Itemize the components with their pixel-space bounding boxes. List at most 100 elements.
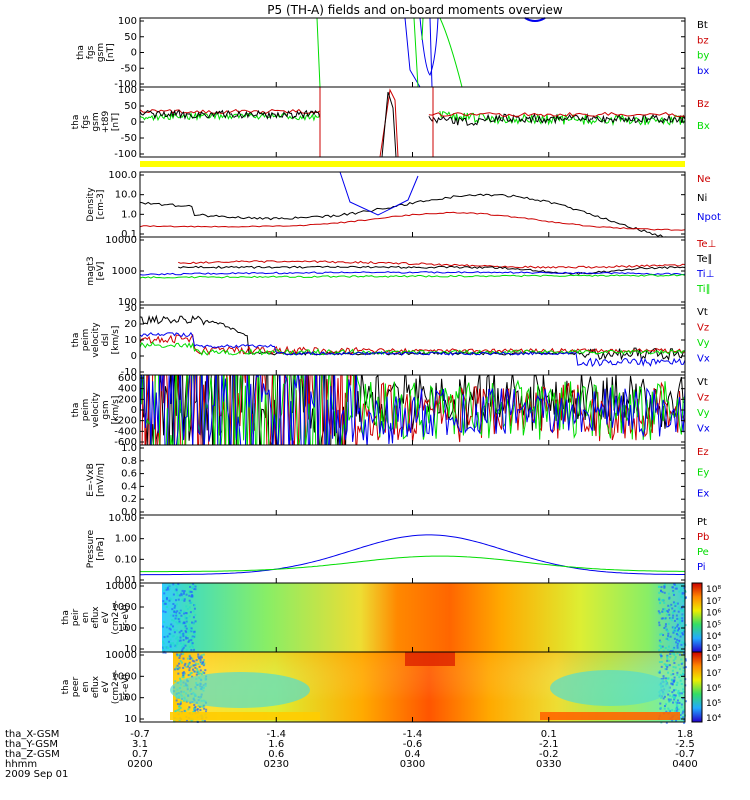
spectrogram-pixel bbox=[174, 612, 177, 615]
spectrogram-pixel bbox=[177, 638, 180, 641]
bx-trace bbox=[140, 111, 321, 122]
spectrogram-pixel bbox=[191, 657, 194, 660]
y-tick-label: 0.4 bbox=[121, 481, 137, 492]
spectrogram-pixel bbox=[665, 679, 668, 682]
y-axis-label: Pressure [nPa] bbox=[86, 529, 106, 568]
spectrogram-pixel bbox=[183, 590, 186, 593]
spectrogram-pixel bbox=[676, 644, 679, 647]
spectrogram-pixel bbox=[193, 634, 196, 637]
spectrogram-pixel bbox=[174, 710, 177, 713]
spectrogram-pixel bbox=[187, 708, 190, 711]
spectrogram-pixel bbox=[197, 662, 200, 665]
spectrogram-pixel bbox=[192, 583, 195, 586]
spectrogram-pixel bbox=[667, 638, 670, 641]
spectrogram-pixel bbox=[673, 679, 676, 682]
ti-par-trace bbox=[140, 273, 685, 279]
spectrogram-pixel bbox=[177, 618, 180, 621]
spectrogram-pixel bbox=[665, 710, 668, 713]
spectrogram-pixel bbox=[674, 587, 677, 590]
spectrogram-pixel bbox=[659, 601, 662, 604]
spectrogram-pixel bbox=[181, 648, 184, 651]
spectrogram-pixel bbox=[669, 655, 672, 658]
y-tick-label: 100 bbox=[118, 693, 137, 704]
y-axis-label-line: tha bbox=[71, 115, 81, 130]
spectrogram-pixel bbox=[179, 639, 182, 642]
spectrogram-pixel bbox=[682, 592, 685, 595]
pi-trace bbox=[140, 534, 685, 576]
bz-trace bbox=[140, 108, 321, 114]
y-axis-label-line: +t89 bbox=[101, 110, 111, 133]
spectrogram-pixel bbox=[667, 634, 670, 637]
spectrogram-pixel bbox=[661, 617, 664, 620]
spectrogram-pixel bbox=[202, 660, 205, 663]
spectrogram-pixel bbox=[191, 586, 194, 589]
y-axis-label-line: tha bbox=[71, 333, 81, 348]
by-trace bbox=[439, 18, 463, 87]
spectrogram-pixel bbox=[192, 668, 195, 671]
spectrogram-pixel bbox=[680, 703, 683, 706]
vx-trace bbox=[140, 375, 685, 445]
spectrogram-pixel bbox=[671, 652, 674, 655]
spectrogram-pixel bbox=[178, 594, 181, 597]
spectrogram-pixel bbox=[165, 598, 168, 601]
spectrogram-pixel bbox=[674, 666, 677, 669]
axis-row-label: tha_Z-GSM bbox=[5, 749, 60, 760]
date-label: 2009 Sep 01 bbox=[5, 769, 68, 780]
y-tick-label: 10.0 bbox=[115, 190, 137, 201]
spectrogram-pixel bbox=[681, 633, 684, 636]
spectrogram-pixel bbox=[684, 700, 687, 703]
legend-entry: Vz bbox=[697, 393, 709, 404]
legend-entry: Pe bbox=[697, 547, 709, 558]
spectrogram-pixel bbox=[199, 659, 202, 662]
spectrogram-pixel bbox=[193, 630, 196, 633]
spectrogram-pixel bbox=[193, 708, 196, 711]
y-axis-label-line: tha bbox=[61, 680, 71, 695]
colorbar-label: 10⁸ bbox=[706, 585, 721, 595]
spectrogram-pixel bbox=[183, 626, 186, 629]
spectrogram-pixel bbox=[169, 645, 172, 648]
spectrogram-pixel bbox=[171, 635, 174, 638]
spectrogram-pixel bbox=[188, 639, 191, 642]
spectrogram-pixel bbox=[178, 705, 181, 708]
y-tick-label: -400 bbox=[114, 426, 137, 437]
colorbar-label: 10³ bbox=[706, 644, 721, 654]
spectrogram-pixel bbox=[193, 607, 196, 610]
panel-frame bbox=[139, 17, 686, 88]
spectrogram-pixel bbox=[167, 647, 170, 650]
spectrogram-pixel bbox=[171, 608, 174, 611]
spectrogram-pixel bbox=[202, 671, 205, 674]
spectrogram-pixel bbox=[189, 657, 192, 660]
spectrogram-pixel bbox=[676, 673, 679, 676]
spectrogram-pixel bbox=[188, 599, 191, 602]
spectrogram-pixel bbox=[671, 691, 674, 694]
spectrogram-pixel bbox=[684, 659, 687, 662]
spectrogram-pixel bbox=[179, 609, 182, 612]
colorbar-label: 10⁶ bbox=[706, 684, 721, 694]
spectrogram-pixel bbox=[181, 592, 184, 595]
spectrogram-pixel bbox=[186, 637, 189, 640]
spectrogram-pixel bbox=[182, 676, 185, 679]
y-tick-label: 30 bbox=[124, 303, 137, 314]
y-tick-label: 1.0 bbox=[121, 209, 137, 220]
axis-row-value: 1.6 bbox=[268, 739, 284, 750]
axis-row-value: 0.7 bbox=[132, 749, 148, 760]
spectrogram-pixel bbox=[197, 655, 200, 658]
axis-row-value: 0330 bbox=[536, 759, 561, 770]
by-trace bbox=[316, 18, 321, 87]
spectrogram-pixel bbox=[676, 617, 679, 620]
axis-row-value: -0.6 bbox=[403, 739, 423, 750]
spectrogram-pixel bbox=[170, 642, 173, 645]
spectrogram-pixel bbox=[162, 600, 165, 603]
y-axis-label-line: peir bbox=[71, 608, 81, 626]
data-quality-bar bbox=[140, 161, 685, 167]
spectrogram-pixel bbox=[680, 643, 683, 646]
spectrogram-pixel bbox=[683, 718, 686, 721]
by-trace bbox=[413, 18, 424, 87]
spectrogram-pixel bbox=[162, 648, 165, 651]
spectrogram-pixel bbox=[179, 610, 182, 613]
axis-row-value: 0200 bbox=[127, 759, 152, 770]
spectrogram-pixel bbox=[165, 597, 168, 600]
spectrogram-pixel bbox=[675, 632, 678, 635]
spectrogram-pixel bbox=[664, 677, 667, 680]
spectrogram-pixel bbox=[167, 635, 170, 638]
